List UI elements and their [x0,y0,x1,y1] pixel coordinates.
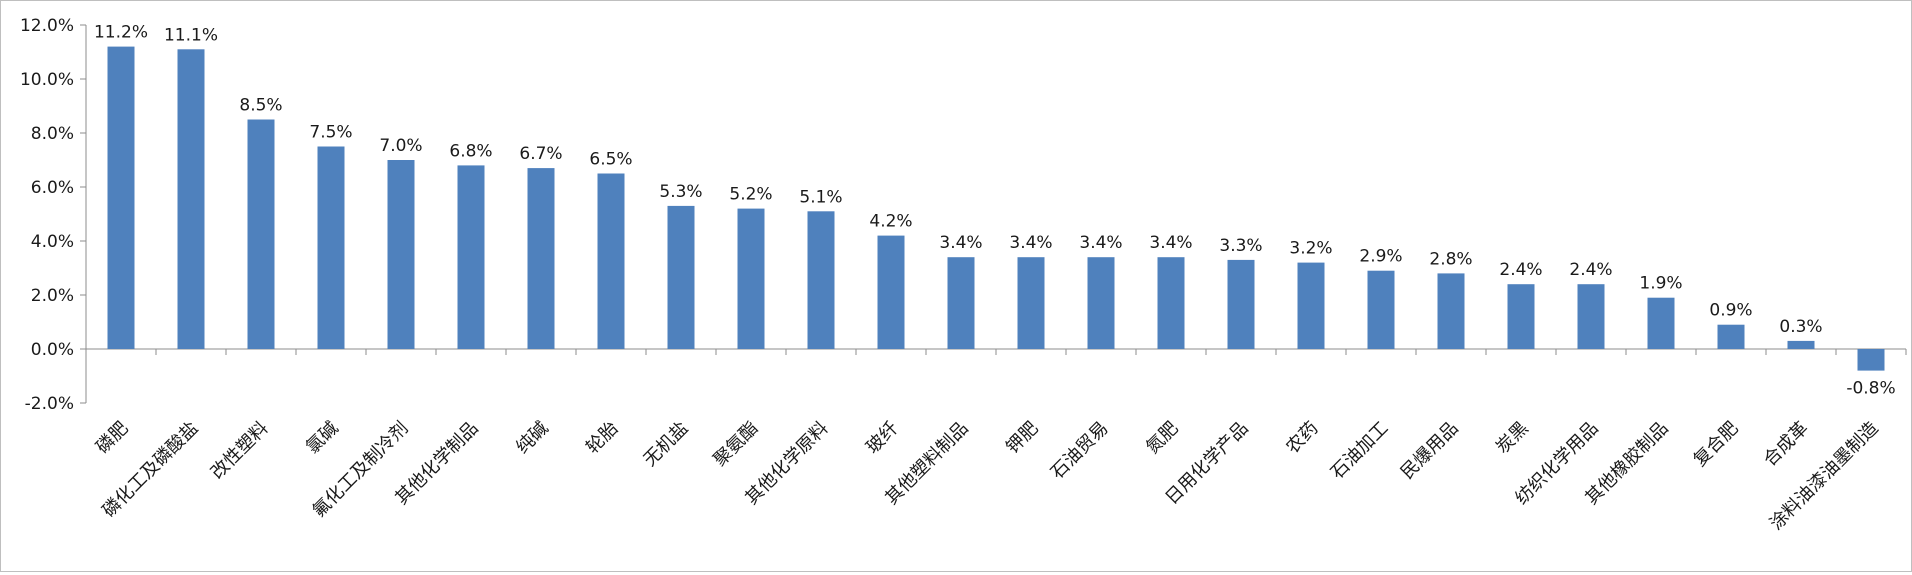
y-tick-label: 6.0% [31,178,74,198]
bar [457,165,485,349]
data-label: 7.5% [309,123,352,143]
category-label: 民爆用品 [1397,418,1463,484]
y-tick-label: 12.0% [20,16,74,36]
bar [527,168,555,349]
data-label: 6.5% [589,150,632,170]
bar [177,49,205,350]
bar [947,257,975,349]
bar [1717,324,1745,349]
data-label: 3.2% [1289,239,1332,259]
data-label: 3.4% [1149,233,1192,253]
bar [737,208,765,349]
data-label: 6.8% [449,141,492,161]
category-label: 农药 [1282,418,1322,458]
y-tick-label: 8.0% [31,124,74,144]
data-label: 5.3% [659,182,702,202]
bar [1087,257,1115,349]
data-label: 11.1% [164,25,218,45]
category-label: 磷肥 [92,418,132,458]
category-label: 无机盐 [640,418,693,471]
bar [597,173,625,349]
category-label: 石油贸易 [1047,418,1113,484]
bar [667,205,695,349]
category-label: 氮肥 [1142,418,1182,458]
data-label: 5.2% [729,185,772,205]
bar [1017,257,1045,349]
data-label: 4.2% [869,212,912,232]
bar [317,146,345,349]
category-label: 玻纤 [862,418,902,458]
data-label: 1.9% [1639,274,1682,294]
data-label: 2.4% [1569,260,1612,280]
data-label: 0.3% [1779,317,1822,337]
category-label: 炭黑 [1492,418,1532,458]
category-label: 纯碱 [512,418,552,458]
y-tick-label: 2.0% [31,286,74,306]
data-label: 3.3% [1219,236,1262,256]
data-label: 11.2% [94,23,148,43]
y-tick-label: 4.0% [31,232,74,252]
data-labels-group: 11.2% 11.1% 8.5% 7.5% 7.0% 6.8% 6.7% 6.5% 5.3% 5.… [94,23,1896,399]
bar [1157,257,1185,349]
bar [1367,270,1395,349]
data-label: 2.8% [1429,249,1472,269]
bar [1787,340,1815,349]
category-label: 合成革 [1760,418,1813,471]
category-label: 聚氨酯 [710,418,763,471]
y-tick-label: 10.0% [20,70,74,90]
category-label: 氯碱 [302,418,342,458]
data-label: -0.8% [1846,379,1895,399]
category-label: 轮胎 [582,418,622,458]
data-label: 2.9% [1359,247,1402,267]
data-label: 0.9% [1709,301,1752,321]
bar [807,211,835,349]
x-axis [85,348,1907,355]
bar [1227,259,1255,349]
y-axis: 12.0% 10.0% 8.0% 6.0% 4.0% 2.0% 0.0% -2.0% [20,16,87,414]
data-label: 7.0% [379,136,422,156]
data-label: 3.4% [1009,233,1052,253]
data-label: 6.7% [519,144,562,164]
category-label: 钾肥 [1002,418,1042,458]
bar [1577,284,1605,349]
bar [1507,284,1535,349]
y-tick-label: -2.0% [25,394,74,414]
data-label: 3.4% [939,233,982,253]
category-label: 复合肥 [1690,418,1743,471]
category-label: 改性塑料 [207,418,273,484]
bar [1647,297,1675,349]
data-label: 2.4% [1499,260,1542,280]
data-label: 8.5% [239,96,282,116]
category-label: 石油加工 [1327,418,1393,484]
data-label: 3.4% [1079,233,1122,253]
bar [1297,262,1325,349]
y-tick-label: 0.0% [31,340,74,360]
bar [877,235,905,349]
bar [1857,349,1885,371]
bar [1437,273,1465,349]
bar [387,160,415,349]
bars-group [107,46,1885,371]
bar [107,46,135,349]
bar [247,119,275,349]
data-label: 5.1% [799,187,842,207]
